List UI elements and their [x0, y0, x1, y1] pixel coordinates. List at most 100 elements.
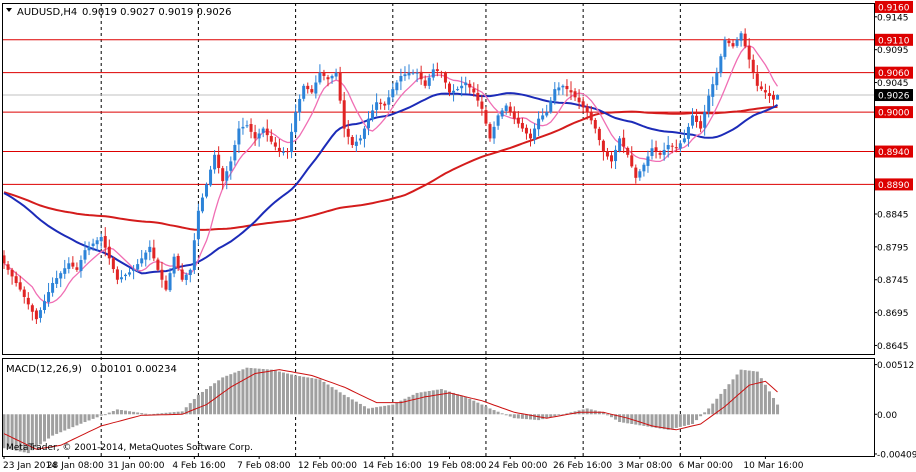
- candle[interactable]: [160, 261, 164, 288]
- candle[interactable]: [87, 241, 91, 256]
- candle[interactable]: [269, 129, 273, 145]
- candle[interactable]: [529, 128, 532, 147]
- candle[interactable]: [427, 73, 431, 90]
- candle[interactable]: [261, 126, 265, 138]
- candle[interactable]: [354, 134, 358, 152]
- candle[interactable]: [38, 307, 42, 323]
- candle[interactable]: [10, 267, 14, 285]
- candle[interactable]: [55, 270, 59, 289]
- candle[interactable]: [646, 150, 650, 173]
- candle[interactable]: [164, 275, 168, 292]
- candle[interactable]: [213, 150, 217, 174]
- candle[interactable]: [630, 146, 634, 168]
- candle[interactable]: [618, 136, 622, 153]
- candle[interactable]: [71, 256, 75, 269]
- candle[interactable]: [589, 105, 593, 125]
- candle[interactable]: [419, 65, 423, 85]
- candle[interactable]: [107, 239, 111, 265]
- candle[interactable]: [504, 103, 508, 115]
- candle[interactable]: [545, 104, 549, 118]
- candle[interactable]: [253, 124, 257, 146]
- candle[interactable]: [63, 259, 67, 279]
- candle[interactable]: [395, 80, 399, 95]
- candle[interactable]: [375, 93, 379, 117]
- candle[interactable]: [772, 90, 775, 107]
- candle[interactable]: [573, 88, 577, 102]
- candle[interactable]: [715, 67, 719, 90]
- candle[interactable]: [111, 256, 115, 273]
- candle[interactable]: [286, 147, 289, 159]
- candle[interactable]: [711, 76, 715, 107]
- candle[interactable]: [585, 103, 589, 120]
- candle[interactable]: [281, 147, 285, 156]
- candle[interactable]: [2, 250, 6, 270]
- candle[interactable]: [614, 145, 618, 170]
- candle[interactable]: [605, 147, 609, 160]
- candle[interactable]: [699, 115, 703, 133]
- candle[interactable]: [423, 75, 427, 89]
- candle[interactable]: [435, 62, 439, 77]
- candle[interactable]: [180, 263, 184, 282]
- candle[interactable]: [500, 108, 504, 119]
- candle[interactable]: [47, 282, 51, 307]
- candle[interactable]: [565, 79, 569, 97]
- candle[interactable]: [415, 68, 419, 83]
- candle[interactable]: [727, 38, 731, 47]
- candle[interactable]: [468, 80, 472, 94]
- candle[interactable]: [172, 253, 176, 278]
- candle[interactable]: [626, 146, 630, 158]
- candle[interactable]: [638, 169, 642, 181]
- candle[interactable]: [75, 262, 79, 272]
- candle[interactable]: [703, 104, 707, 136]
- candle[interactable]: [480, 94, 484, 116]
- candle[interactable]: [452, 84, 456, 102]
- candle[interactable]: [622, 129, 626, 154]
- candle[interactable]: [205, 182, 208, 199]
- candle[interactable]: [79, 255, 83, 278]
- candle[interactable]: [67, 257, 71, 274]
- candle[interactable]: [549, 97, 553, 114]
- candle[interactable]: [678, 140, 682, 153]
- candle[interactable]: [184, 272, 188, 286]
- candle[interactable]: [338, 66, 342, 104]
- candle[interactable]: [686, 123, 690, 147]
- candle[interactable]: [229, 156, 233, 180]
- candle[interactable]: [407, 64, 411, 80]
- candle[interactable]: [492, 121, 496, 144]
- candle[interactable]: [581, 96, 585, 112]
- candle[interactable]: [346, 120, 350, 145]
- candle[interactable]: [484, 106, 488, 126]
- candle[interactable]: [561, 84, 565, 95]
- candle[interactable]: [119, 270, 123, 283]
- candle[interactable]: [723, 36, 727, 60]
- candle[interactable]: [273, 137, 277, 151]
- candle[interactable]: [634, 164, 638, 184]
- candle[interactable]: [496, 113, 500, 130]
- candle[interactable]: [763, 83, 767, 99]
- candle[interactable]: [403, 66, 407, 81]
- candle[interactable]: [192, 233, 196, 274]
- candle[interactable]: [306, 82, 310, 94]
- candle[interactable]: [488, 122, 492, 142]
- candle[interactable]: [221, 165, 225, 190]
- candle[interactable]: [314, 75, 318, 99]
- candle[interactable]: [460, 76, 464, 97]
- candle[interactable]: [411, 69, 415, 76]
- candle[interactable]: [650, 139, 654, 160]
- candle[interactable]: [30, 303, 34, 321]
- candle[interactable]: [593, 117, 597, 134]
- candle[interactable]: [747, 38, 751, 69]
- candle[interactable]: [755, 65, 759, 92]
- candle[interactable]: [512, 106, 516, 125]
- candle[interactable]: [695, 108, 699, 128]
- candle[interactable]: [520, 118, 524, 132]
- candle[interactable]: [330, 74, 334, 84]
- candle[interactable]: [557, 82, 561, 96]
- candle[interactable]: [225, 166, 229, 190]
- candle[interactable]: [124, 273, 127, 281]
- candle[interactable]: [302, 83, 306, 102]
- candle[interactable]: [707, 88, 711, 118]
- candle[interactable]: [83, 241, 87, 264]
- candle[interactable]: [464, 76, 468, 94]
